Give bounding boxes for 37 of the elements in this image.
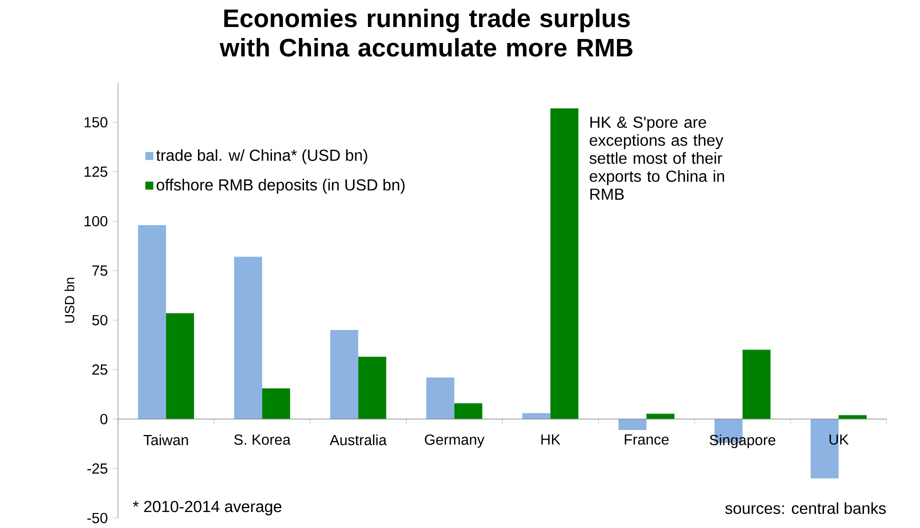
bar — [618, 419, 646, 430]
x-tick-label: Germany — [424, 434, 484, 448]
y-tick-label: 50 — [92, 314, 108, 326]
y-tick-label: 150 — [84, 117, 108, 128]
annotation: HK & S'pore are exceptions as they settle most of their exports to China in RMB — [590, 116, 724, 200]
bar — [454, 403, 482, 420]
bar — [358, 356, 386, 420]
annotation: sources: central banks — [725, 502, 886, 514]
y-tick-label: 25 — [92, 364, 108, 375]
bar — [646, 414, 674, 420]
bar — [262, 388, 290, 420]
bar — [166, 313, 194, 420]
y-tick-label: 100 — [84, 216, 108, 226]
annotation: * 2010-2014 average — [132, 500, 282, 516]
x-tick-label: UK — [830, 434, 849, 445]
y-tick-label: 75 — [92, 266, 108, 276]
bar — [330, 330, 358, 420]
bar — [138, 225, 166, 420]
x-tick-label: Australia — [330, 434, 387, 446]
bar — [742, 350, 771, 420]
x-tick-label: Singapore — [710, 434, 776, 448]
chart-title: Economies running trade surplus with China accumulate more RMB — [220, 8, 632, 57]
bar — [426, 378, 454, 420]
y-axis-title: USD bn — [64, 278, 74, 323]
legend-label: trade bal. w/ China* (USD bn) — [156, 149, 368, 164]
bar — [550, 108, 578, 420]
x-tick-label: Taiwan — [144, 434, 188, 446]
x-tick-label: HK — [541, 434, 560, 445]
legend-label: offshore RMB deposits (in USD bn) — [156, 178, 405, 194]
x-tick-label: S. Korea — [234, 434, 291, 445]
y-tick-label: 0 — [100, 414, 108, 424]
x-tick-label: France — [624, 434, 669, 445]
bar — [522, 413, 550, 420]
y-tick-label: -50 — [87, 512, 108, 524]
y-tick-label: -25 — [87, 463, 108, 474]
bar — [234, 256, 262, 420]
y-tick-label: 125 — [84, 166, 108, 177]
